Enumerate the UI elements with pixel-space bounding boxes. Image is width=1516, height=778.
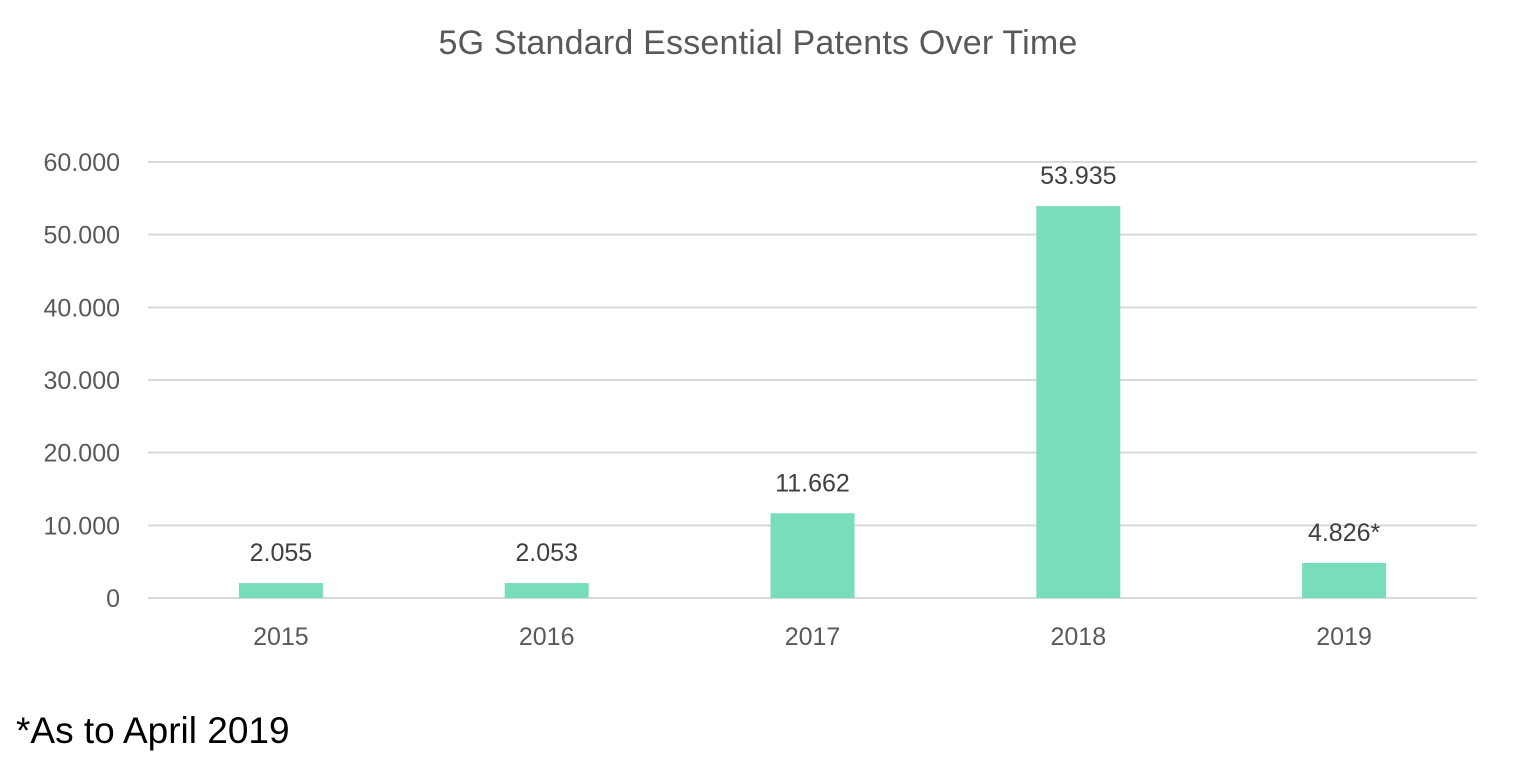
bar-2019 [1302,562,1387,598]
x-tick-label: 2018 [1050,623,1106,651]
y-tick-label: 20.000 [44,440,120,468]
data-label: 53.935 [1040,162,1116,190]
bar-2016 [504,583,589,598]
y-tick-label: 30.000 [44,367,120,395]
labels: 0 10.000 20.000 30.000 40.000 50.000 60.000 2.0… [44,149,1381,651]
data-label: 4.826* [1308,519,1381,547]
bar-chart: 0 10.000 20.000 30.000 40.000 50.000 60.000 2.0… [44,149,1477,651]
data-label: 2.055 [250,539,313,567]
x-tick-label: 2015 [253,623,309,651]
y-tick-label: 50.000 [44,222,120,250]
bar-2018 [1036,206,1121,598]
footnote: *As to April 2019 [16,710,290,751]
chart-title: 5G Standard Essential Patents Over Time [438,24,1078,62]
y-tick-label: 10.000 [44,512,120,540]
data-label: 11.662 [775,469,850,497]
bar-2017 [770,513,855,598]
y-tick-label: 60.000 [44,149,120,177]
y-tick-label: 0 [106,585,120,613]
bar-2015 [238,583,323,598]
y-tick-label: 40.000 [44,294,120,322]
x-tick-label: 2016 [519,623,575,651]
x-tick-label: 2019 [1316,623,1372,651]
x-tick-label: 2017 [785,623,841,651]
data-label: 2.053 [515,539,578,567]
bars [238,206,1387,598]
